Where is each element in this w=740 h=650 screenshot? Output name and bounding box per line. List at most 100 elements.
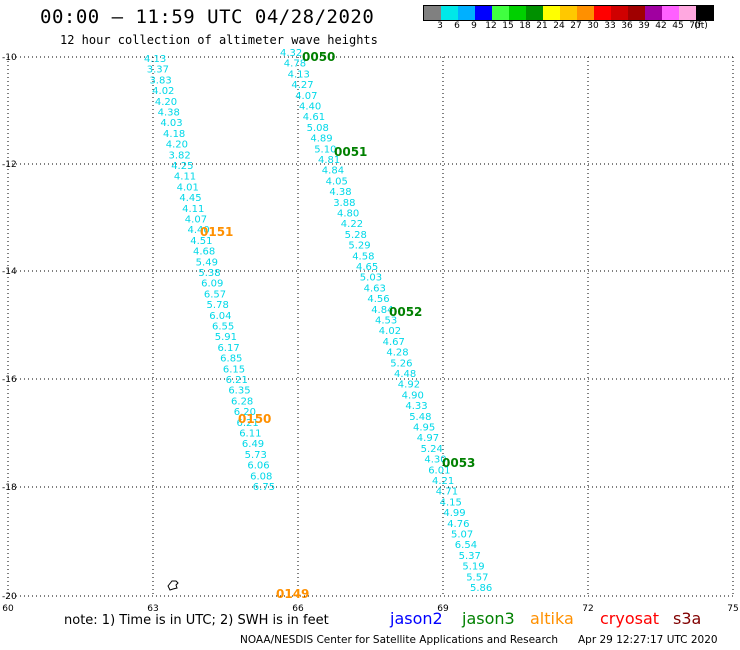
wave-height-value: 5.78 xyxy=(207,300,229,311)
wave-height-value: 4.97 xyxy=(417,433,439,444)
wave-height-value: 6.35 xyxy=(228,386,250,397)
legend-swatch xyxy=(577,6,594,20)
wave-height-value: 4.07 xyxy=(295,91,317,102)
wave-height-value: 4.28 xyxy=(386,348,408,359)
wave-height-value: 4.80 xyxy=(337,209,359,220)
legend-label: 42 xyxy=(655,21,667,31)
wave-height-value: 5.86 xyxy=(470,583,492,594)
legend-label: (ft) xyxy=(694,21,708,31)
latitude-label: -16 xyxy=(2,375,17,385)
wave-height-value: 4.20 xyxy=(155,97,177,108)
wave-height-value: 4.18 xyxy=(163,129,185,140)
wave-height-value: 4.67 xyxy=(383,337,405,348)
wave-height-value: 4.15 xyxy=(440,497,462,508)
wave-height-value: 4.05 xyxy=(326,176,348,187)
wave-height-value: 4.25 xyxy=(171,161,193,172)
wave-height-value: 4.11 xyxy=(182,204,204,215)
wave-height-value: 4.63 xyxy=(364,283,386,294)
legend-swatch xyxy=(611,6,628,20)
latitude-label: -12 xyxy=(2,160,17,170)
wave-height-value: 5.91 xyxy=(215,332,237,343)
legend-swatch xyxy=(696,6,713,20)
legend-label: 70 xyxy=(689,21,701,31)
wave-height-value: 6.17 xyxy=(217,343,239,354)
wave-height-value: 5.26 xyxy=(390,358,412,369)
wave-height-value: 4.30 xyxy=(424,455,446,466)
wave-height-value: 4.84 xyxy=(322,166,344,177)
legend-label: 3 xyxy=(437,21,443,31)
wave-height-value: 5.29 xyxy=(348,241,370,252)
wave-height-value: 6.21 xyxy=(236,418,258,429)
wave-height-color-legend xyxy=(423,5,714,21)
legend-swatch xyxy=(475,6,492,20)
latitude-label: -14 xyxy=(2,267,17,277)
pass-time-label: 0052 xyxy=(389,305,422,319)
wave-height-value: 4.27 xyxy=(291,80,313,91)
wave-height-value: 4.51 xyxy=(190,236,212,247)
credit-line: NOAA/NESDIS Center for Satellite Applica… xyxy=(240,634,558,646)
wave-height-value: 6.09 xyxy=(201,279,223,290)
legend-swatch xyxy=(679,6,696,20)
wave-height-value: 6.08 xyxy=(250,471,272,482)
pass-time-label: 0050 xyxy=(302,50,335,64)
legend-swatch xyxy=(560,6,577,20)
legend-swatch xyxy=(458,6,475,20)
legend-label: 39 xyxy=(638,21,650,31)
wave-height-value: 4.84 xyxy=(371,305,393,316)
page-subtitle: 12 hour collection of altimeter wave hei… xyxy=(60,33,378,47)
legend-jason2: jason2 xyxy=(390,609,443,628)
wave-height-value: 5.19 xyxy=(462,562,484,573)
wave-height-value: 4.61 xyxy=(303,112,325,123)
wave-height-value: 4.38 xyxy=(158,108,180,119)
wave-height-value: 4.20 xyxy=(166,140,188,151)
wave-height-value: 4.40 xyxy=(299,102,321,113)
legend-swatch xyxy=(594,6,611,20)
wave-height-value: 4.02 xyxy=(152,86,174,97)
wave-height-value: 4.13 xyxy=(144,54,166,65)
wave-height-value: 6.04 xyxy=(209,311,231,322)
legend-cryosat: cryosat xyxy=(600,609,660,628)
legend-s3a: s3a xyxy=(673,609,702,628)
wave-height-value: 6.55 xyxy=(212,322,234,333)
legend-label: 12 xyxy=(485,21,497,31)
wave-height-value: 6.57 xyxy=(204,289,226,300)
legend-label: 27 xyxy=(570,21,582,31)
longitude-label: 60 xyxy=(2,604,14,614)
wave-height-value: 6.06 xyxy=(247,461,269,472)
pass-time-label: 0151 xyxy=(200,225,233,239)
wave-height-value: 5.07 xyxy=(451,530,473,541)
wave-height-value: 4.89 xyxy=(310,134,332,145)
legend-jason3: jason3 xyxy=(462,609,515,628)
legend-label: 21 xyxy=(536,21,548,31)
wave-height-value: 5.10 xyxy=(314,144,336,155)
wave-height-value: 6.75 xyxy=(253,482,275,493)
wave-height-value: 4.92 xyxy=(398,380,420,391)
wave-height-value: 5.08 xyxy=(307,123,329,134)
wave-height-value: 6.11 xyxy=(239,429,261,440)
map-grid xyxy=(7,56,734,597)
footer-note: note: 1) Time is in UTC; 2) SWH is in fe… xyxy=(64,613,329,628)
wave-height-value: 4.99 xyxy=(443,508,465,519)
wave-height-value: 4.65 xyxy=(356,262,378,273)
wave-height-value: 3.88 xyxy=(333,198,355,209)
wave-height-value: 6.21 xyxy=(226,375,248,386)
map-axis-labels: 60 63 66 69 72 75 -10 -12 -14 -16 -18 -20 xyxy=(2,53,739,614)
legend-swatch xyxy=(543,6,560,20)
page-title: 00:00 – 11:59 UTC 04/28/2020 xyxy=(40,6,375,28)
legend-label: 45 xyxy=(672,21,684,31)
wave-height-value: 5.57 xyxy=(466,572,488,583)
latitude-label: -10 xyxy=(2,53,17,63)
legend-label: 15 xyxy=(502,21,514,31)
wave-height-value: 3.37 xyxy=(147,65,169,76)
wave-height-value: 5.37 xyxy=(459,551,481,562)
generated-timestamp: Apr 29 12:27:17 UTC 2020 xyxy=(578,634,718,646)
wave-height-value: 6.85 xyxy=(220,354,242,365)
legend-label: 30 xyxy=(587,21,599,31)
legend-swatch xyxy=(441,6,458,20)
wave-height-value: 4.78 xyxy=(284,59,306,70)
pass-time-label: 0150 xyxy=(238,412,271,426)
wave-height-value: 3.83 xyxy=(149,75,171,86)
legend-swatch xyxy=(492,6,509,20)
wave-height-value: 4.03 xyxy=(160,118,182,129)
wave-height-value: 4.95 xyxy=(413,423,435,434)
